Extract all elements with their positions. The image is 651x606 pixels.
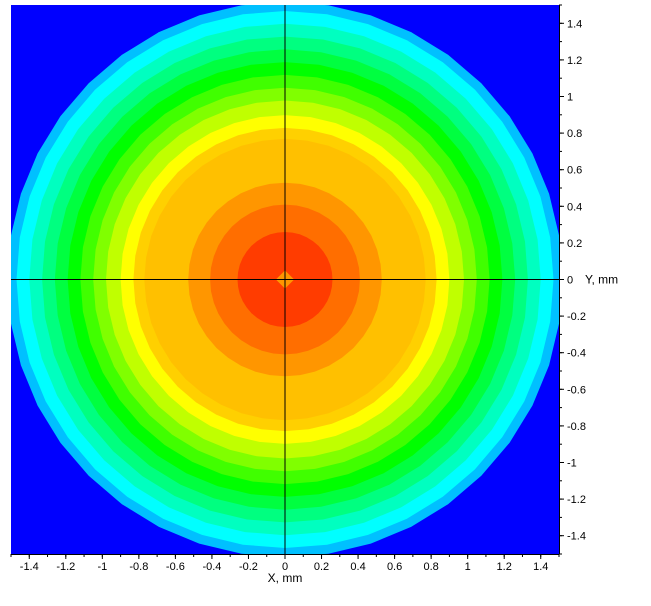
- y-tick-label: 0.4: [567, 201, 582, 213]
- x-tick-label: 0.4: [350, 561, 365, 573]
- x-axis: -1.4 -1.2 -1 -0.8 -0.6 -0.4 -0.2 0 0.2 0.4 0.6 0.8 1…: [10, 554, 560, 573]
- y-tick-label: 1.2: [567, 55, 582, 67]
- y-tick-label: -1.4: [567, 531, 586, 543]
- contour-bands: [11, 5, 559, 554]
- x-tick-label: -0.4: [202, 561, 221, 573]
- x-axis-title: X, mm: [268, 571, 303, 585]
- y-tick-label: -1: [567, 458, 577, 470]
- y-axis-title: Y, mm: [585, 273, 618, 287]
- x-tick-label: 0.6: [387, 561, 402, 573]
- y-tick-label: 1: [567, 92, 573, 104]
- y-tick-label: -0.4: [567, 348, 586, 360]
- x-tick-label: -0.2: [239, 561, 258, 573]
- y-tick-label: -0.8: [567, 421, 586, 433]
- y-tick-label: -0.2: [567, 311, 586, 323]
- y-tick-label: 1.4: [567, 18, 582, 30]
- y-tick-label: -1.2: [567, 494, 586, 506]
- x-tick-label: -0.8: [129, 561, 148, 573]
- y-tick-label: 0: [567, 275, 573, 287]
- x-tick-label: 1: [465, 561, 471, 573]
- x-tick-label: -0.6: [166, 561, 185, 573]
- x-tick-label: -1.4: [20, 561, 39, 573]
- y-tick-label: 0.6: [567, 165, 582, 177]
- x-tick-label: 1.2: [497, 561, 512, 573]
- x-tick-label: 0.8: [423, 561, 438, 573]
- x-tick-label: 0.2: [314, 561, 329, 573]
- x-tick-label: -1: [97, 561, 107, 573]
- y-tick-label: 0.8: [567, 128, 582, 140]
- y-tick-label: 0.2: [567, 238, 582, 250]
- x-tick-label: -1.2: [56, 561, 75, 573]
- x-tick-label: 0: [282, 561, 288, 573]
- y-tick-label: -0.6: [567, 384, 586, 396]
- x-tick-label: 1.4: [533, 561, 548, 573]
- y-axis: 1.4 1.2 1 0.8 0.6 0.4 0.2 0 -0.2 -0.4 -0.6 -0.8 -1 -1…: [559, 4, 586, 555]
